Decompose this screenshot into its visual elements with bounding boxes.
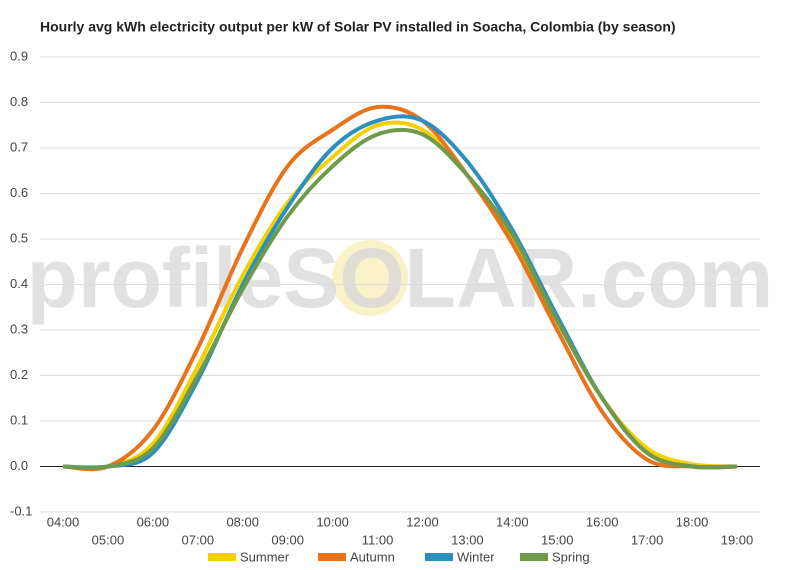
legend-label: Autumn	[350, 549, 395, 564]
y-tick-label: 0.4	[10, 276, 28, 291]
legend-label: Winter	[457, 549, 495, 564]
legend-swatch	[425, 553, 453, 561]
x-tick-label: 05:00	[92, 532, 125, 547]
series-line	[62, 104, 738, 472]
y-tick-label: 0.7	[10, 139, 28, 154]
y-tick-label: 0.8	[10, 94, 28, 109]
watermark: profileSOLAR.com	[27, 231, 774, 325]
x-tick-label: 18:00	[676, 514, 709, 529]
legend-label: Summer	[240, 549, 290, 564]
y-tick-label: 0.2	[10, 367, 28, 382]
x-tick-label: 15:00	[541, 532, 574, 547]
legend-swatch	[520, 553, 548, 561]
x-tick-label: 07:00	[182, 532, 215, 547]
x-tick-label: 12:00	[406, 514, 439, 529]
y-tick-label: 0.6	[10, 185, 28, 200]
x-tick-label: 13:00	[451, 532, 484, 547]
x-tick-label: 19:00	[721, 532, 754, 547]
series-line	[62, 127, 738, 470]
y-tick-label: 0.5	[10, 230, 28, 245]
watermark-sun	[332, 240, 408, 316]
y-tick-label: -0.1	[10, 503, 32, 518]
x-tick-label: 11:00	[362, 532, 394, 547]
x-tick-label: 14:00	[496, 514, 529, 529]
x-tick-label: 09:00	[271, 532, 304, 547]
x-tick-label: 17:00	[631, 532, 664, 547]
legend-label: Spring	[552, 549, 590, 564]
y-tick-label: 0.1	[10, 412, 28, 427]
x-tick-label: 04:00	[47, 514, 80, 529]
legend-swatch	[318, 553, 346, 561]
y-tick-label: 0.9	[10, 48, 28, 63]
legend-swatch	[208, 553, 236, 561]
y-tick-label: 0.0	[10, 458, 28, 473]
x-tick-label: 06:00	[137, 514, 170, 529]
x-tick-label: 10:00	[316, 514, 349, 529]
x-tick-label: 16:00	[586, 514, 619, 529]
chart-title: Hourly avg kWh electricity output per kW…	[40, 19, 676, 35]
x-tick-label: 08:00	[226, 514, 259, 529]
y-tick-label: 0.3	[10, 321, 28, 336]
